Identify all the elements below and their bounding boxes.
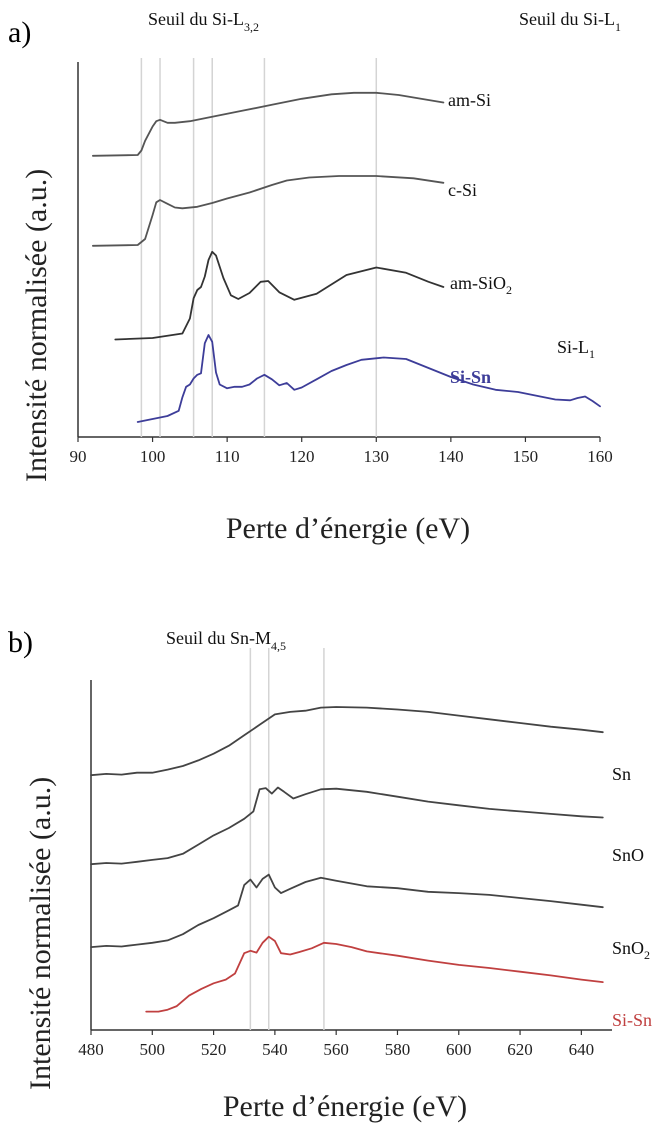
x-tick-label: 560 — [323, 1040, 349, 1059]
series-line-c-si — [92, 175, 445, 247]
edge-label-si-l1-base: Seuil du Si-L — [519, 9, 615, 29]
series-line-si-sn — [136, 334, 601, 423]
series-a — [92, 91, 601, 423]
reference-lines-a — [140, 58, 378, 437]
x-tick-label: 160 — [587, 447, 613, 466]
edge-label-si-l32-base: Seuil du Si-L — [148, 9, 244, 29]
x-tick-label: 90 — [70, 447, 87, 466]
x-tick-label: 620 — [507, 1040, 533, 1059]
series-b — [90, 706, 604, 1013]
series-line-am-sio2 — [114, 250, 445, 341]
series-line-am-si — [92, 91, 445, 157]
series-label-base: SnO — [612, 845, 644, 865]
x-tick-label: 140 — [438, 447, 464, 466]
annotation-sub: 1 — [589, 347, 595, 361]
x-tick-label: 580 — [385, 1040, 411, 1059]
series-label-base: SnO — [612, 938, 644, 958]
x-tick-label: 600 — [446, 1040, 472, 1059]
series-label-sub: 2 — [506, 283, 512, 297]
series-label-c-si: c-Si — [448, 180, 477, 200]
x-ticks-b: 480 500 520 540 560 580 600 620 640 — [78, 1030, 594, 1059]
series-line-sno2 — [90, 873, 604, 948]
annotation-base: Si-L — [557, 337, 589, 357]
series-label-am-sio2: am-SiO2 — [450, 273, 512, 297]
panel-a-label: a) — [8, 16, 31, 49]
x-tick-label: 110 — [215, 447, 240, 466]
edge-label-si-l1-sub: 1 — [615, 20, 621, 34]
series-label-base: Sn — [612, 764, 631, 784]
x-axis-label-b: Perte d’énergie (eV) — [223, 1090, 467, 1123]
series-line-sn — [90, 706, 604, 777]
y-axis-label-a: Intensité normalisée (a.u.) — [20, 169, 53, 482]
series-labels-a: am-Si c-Si am-SiO2 Si-Sn Si-L1 — [448, 90, 595, 387]
edge-label-si-l1: Seuil du Si-L1 — [519, 9, 621, 34]
series-label-am-si: am-Si — [448, 90, 491, 110]
annotation-si-l1: Si-L1 — [557, 337, 595, 361]
series-label-sno: SnO — [612, 845, 644, 865]
x-tick-label: 120 — [289, 447, 315, 466]
x-ticks-a: 90 100 110 120 130 140 150 160 — [70, 437, 613, 466]
series-label-sno2: SnO2 — [612, 938, 650, 962]
reference-lines-b — [249, 648, 325, 1030]
series-label-si-sn: Si-Sn — [450, 367, 491, 387]
x-tick-label: 640 — [569, 1040, 595, 1059]
series-label-sub: 2 — [644, 948, 650, 962]
x-axis-label-a: Perte d’énergie (eV) — [226, 512, 470, 545]
x-tick-label: 100 — [140, 447, 166, 466]
x-tick-label: 480 — [78, 1040, 104, 1059]
panel-a: a) Seuil du Si-L3,2 Seuil du Si-L1 Inten… — [8, 9, 621, 545]
panel-b: b) Seuil du Sn-M4,5 Intensité normalisée… — [8, 626, 652, 1123]
series-label-sn: Sn — [612, 764, 631, 784]
x-tick-label: 500 — [140, 1040, 166, 1059]
series-line-si-sn — [145, 935, 604, 1013]
x-tick-label: 150 — [513, 447, 539, 466]
y-axis-label-b: Intensité normalisée (a.u.) — [24, 777, 57, 1090]
edge-label-sn-m45-sub: 4,5 — [271, 639, 286, 653]
panel-b-label: b) — [8, 626, 33, 659]
x-tick-label: 520 — [201, 1040, 227, 1059]
series-label-base: am-Si — [448, 90, 491, 110]
edge-label-si-l32: Seuil du Si-L3,2 — [148, 9, 259, 34]
edge-label-si-l32-sub: 3,2 — [244, 20, 259, 34]
series-label-base: Si-Sn — [612, 1010, 652, 1030]
edge-label-sn-m45-base: Seuil du Sn-M — [166, 628, 271, 648]
x-tick-label: 130 — [364, 447, 390, 466]
series-label-si-sn: Si-Sn — [612, 1010, 652, 1030]
series-line-sno — [90, 786, 604, 866]
series-label-base: c-Si — [448, 180, 477, 200]
series-label-base: am-SiO — [450, 273, 506, 293]
x-tick-label: 540 — [262, 1040, 288, 1059]
series-label-base: Si-Sn — [450, 367, 491, 387]
edge-label-sn-m45: Seuil du Sn-M4,5 — [166, 628, 286, 653]
